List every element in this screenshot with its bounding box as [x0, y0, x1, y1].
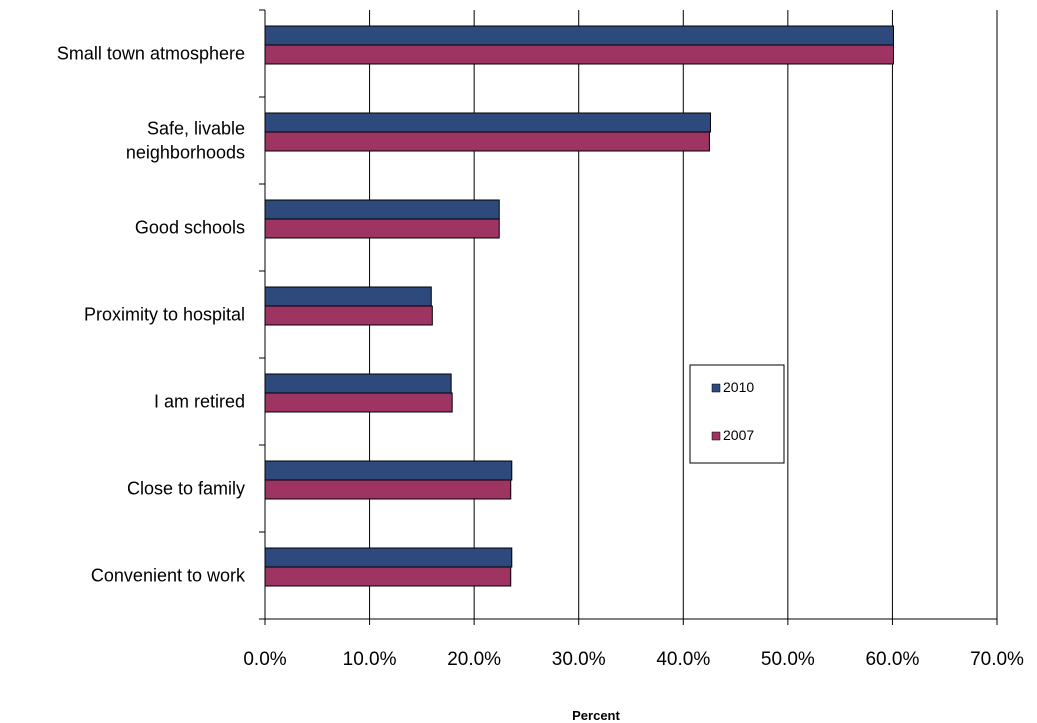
axes — [259, 9, 998, 625]
legend-swatch — [711, 431, 721, 441]
x-tick-label: 60.0% — [865, 649, 919, 670]
bar-2010 — [264, 547, 513, 568]
x-axis-title: Percent — [572, 708, 620, 723]
x-tick-label: 30.0% — [552, 649, 606, 670]
x-tick-label: 20.0% — [447, 649, 501, 670]
x-tick-label: 50.0% — [761, 649, 815, 670]
bar-2010 — [264, 460, 513, 481]
bar-2010 — [264, 112, 711, 133]
bar-2007 — [264, 566, 512, 587]
bar-2010 — [264, 25, 894, 46]
legend-label: 2010 — [723, 379, 754, 395]
category-label: Close to family — [127, 479, 245, 499]
category-label: Convenient to work — [91, 566, 246, 586]
legend-swatch — [711, 383, 721, 393]
x-tick-label: 10.0% — [343, 649, 397, 670]
x-tick-label: 70.0% — [970, 649, 1024, 670]
bar-2010 — [264, 199, 500, 220]
bar-2007 — [264, 392, 453, 413]
bar-2007 — [264, 218, 500, 239]
bar-2007 — [264, 479, 512, 500]
category-label: Small town atmosphere — [57, 44, 245, 64]
bar-2007 — [264, 131, 710, 152]
x-tick-label: 0.0% — [243, 649, 286, 670]
gridlines — [369, 10, 998, 619]
x-tick-label: 40.0% — [656, 649, 710, 670]
bars — [264, 25, 894, 587]
bar-2007 — [264, 305, 433, 326]
category-label: Safe, livable neighborhoods — [126, 119, 245, 163]
category-label: Good schools — [135, 218, 245, 238]
legend-label: 2007 — [723, 427, 754, 443]
legend-box — [689, 364, 785, 464]
legend: 2010 2007 — [689, 364, 785, 464]
bar-2010 — [264, 286, 432, 307]
category-labels: Small town atmosphere Safe, livable neighb… — [57, 44, 246, 586]
bar-2010 — [264, 373, 452, 394]
x-tick-labels: 0.0% 10.0% 20.0% 30.0% 40.0% 50.0% 60.0% 70.0% — [243, 649, 1024, 670]
category-label: I am retired — [154, 392, 245, 412]
bar-2007 — [264, 44, 894, 65]
category-label: Proximity to hospital — [84, 305, 245, 325]
